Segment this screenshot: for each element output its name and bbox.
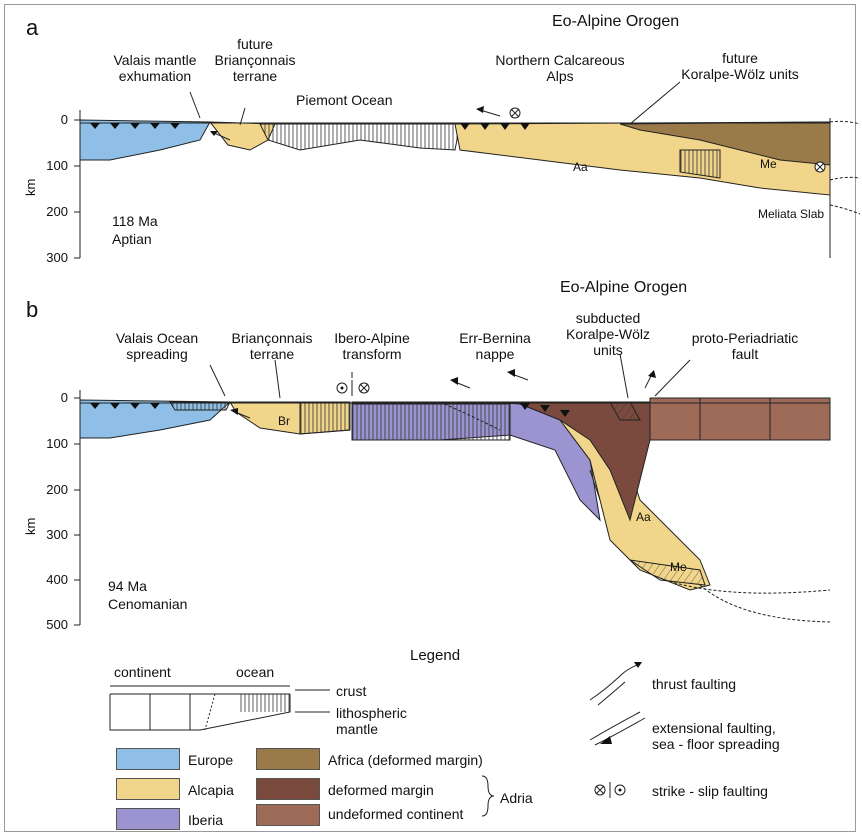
panel-b-section bbox=[79, 353, 831, 623]
panel-a-valais-label: Valais mantle exhumation bbox=[113, 52, 197, 84]
legend-strike-label: strike - slip faulting bbox=[652, 783, 768, 799]
panel-a-koralpe-label: future Koralpe-Wölz units bbox=[681, 50, 799, 82]
panel-b-orogen-title: Eo-Alpine Orogen bbox=[560, 279, 688, 296]
panel-b-subducted-label: subducted Koralpe-Wölz units bbox=[565, 310, 651, 358]
panel-a-calcareous-label: Northern Calcareous Alps bbox=[495, 52, 625, 84]
legend-ocean-label: ocean bbox=[236, 664, 275, 680]
panel-a-age: 118 Ma bbox=[112, 213, 158, 229]
panel-a-brianconnais-label: future Briançonnais terrane bbox=[214, 36, 296, 84]
legend-extensional-label: extensional faulting, sea - floor spread… bbox=[652, 720, 780, 752]
legend-mantle-label: lithospheric mantle bbox=[336, 705, 407, 737]
panel-a-tick: 200 bbox=[46, 204, 68, 219]
panel-b-br-label: Br bbox=[278, 414, 290, 428]
panel-a-tick: 0 bbox=[60, 112, 68, 127]
panel-b-tick: 500 bbox=[46, 617, 68, 632]
panel-a-tick: 100 bbox=[46, 158, 68, 173]
legend-crust-label: crust bbox=[336, 683, 367, 699]
panel-b-tick: 100 bbox=[46, 436, 68, 451]
panel-b-axis bbox=[74, 390, 81, 626]
legend-swatch-europe bbox=[116, 748, 180, 770]
panel-a-axis-label: km bbox=[23, 178, 38, 196]
legend-alcapia-label: Alcapia bbox=[188, 782, 234, 798]
legend-iberia-label: Iberia bbox=[188, 812, 224, 828]
piemont-ocean-a bbox=[259, 123, 461, 151]
panel-b-err-label: Err-Bernina nappe bbox=[459, 330, 531, 362]
panel-a-letter: a bbox=[26, 15, 39, 40]
panel-a-piemont-label: Piemont Ocean bbox=[296, 92, 393, 108]
legend-europe-label: Europe bbox=[188, 752, 234, 768]
panel-a-tick: 300 bbox=[46, 250, 68, 265]
panel-b-aa-label: Aa bbox=[636, 510, 651, 524]
legend-graphics bbox=[109, 662, 646, 817]
legend-swatch-alcapia bbox=[116, 778, 180, 800]
panel-b-tick: 0 bbox=[60, 390, 68, 405]
panel-b-tick: 300 bbox=[46, 527, 68, 542]
legend-africa-label: Africa (deformed margin) bbox=[328, 752, 483, 768]
panel-a-stage: Aptian bbox=[112, 231, 152, 247]
legend-thrust-label: thrust faulting bbox=[652, 676, 737, 692]
panel-b-valais-label: Valais Ocean spreading bbox=[115, 330, 199, 362]
panel-b-age: 94 Ma bbox=[108, 578, 147, 594]
legend-swatch-adria-deformed bbox=[256, 778, 320, 800]
panel-a-aa-label: Aa bbox=[573, 160, 588, 174]
legend-undeformed-label: undeformed continent bbox=[328, 806, 464, 822]
figure-frame bbox=[4, 4, 856, 832]
europe-plate-a bbox=[79, 119, 211, 161]
panel-b-periadriatic-label: proto-Periadriatic fault bbox=[691, 330, 799, 362]
valais-ocean-b bbox=[169, 401, 231, 411]
panel-b-me-label: Me bbox=[670, 560, 687, 574]
panel-b-ibero-label: Ibero-Alpine transform bbox=[334, 330, 410, 362]
panel-b-letter: b bbox=[26, 297, 39, 322]
adria-undeformed-b bbox=[649, 397, 831, 441]
panel-a-orogen-title: Eo-Alpine Orogen bbox=[552, 13, 680, 30]
legend-title: Legend bbox=[410, 647, 461, 664]
panel-b-stage: Cenomanian bbox=[108, 596, 188, 612]
panel-a-me-label: Me bbox=[760, 157, 777, 171]
legend-swatch-africa bbox=[256, 748, 320, 770]
legend-swatch-iberia bbox=[116, 808, 180, 830]
panel-b-tick: 400 bbox=[46, 572, 68, 587]
panel-b-brianconnais-label: Briançonnais terrane bbox=[231, 330, 313, 362]
panel-b-tick: 200 bbox=[46, 482, 68, 497]
legend-deformed-label: deformed margin bbox=[328, 782, 434, 798]
legend-swatch-adria-undeformed bbox=[256, 804, 320, 826]
legend-continent-label: continent bbox=[114, 664, 171, 680]
panel-a-meliata-label: Meliata Slab bbox=[758, 207, 825, 221]
legend-adria-label: Adria bbox=[500, 790, 533, 806]
panel-a-section bbox=[79, 81, 861, 215]
